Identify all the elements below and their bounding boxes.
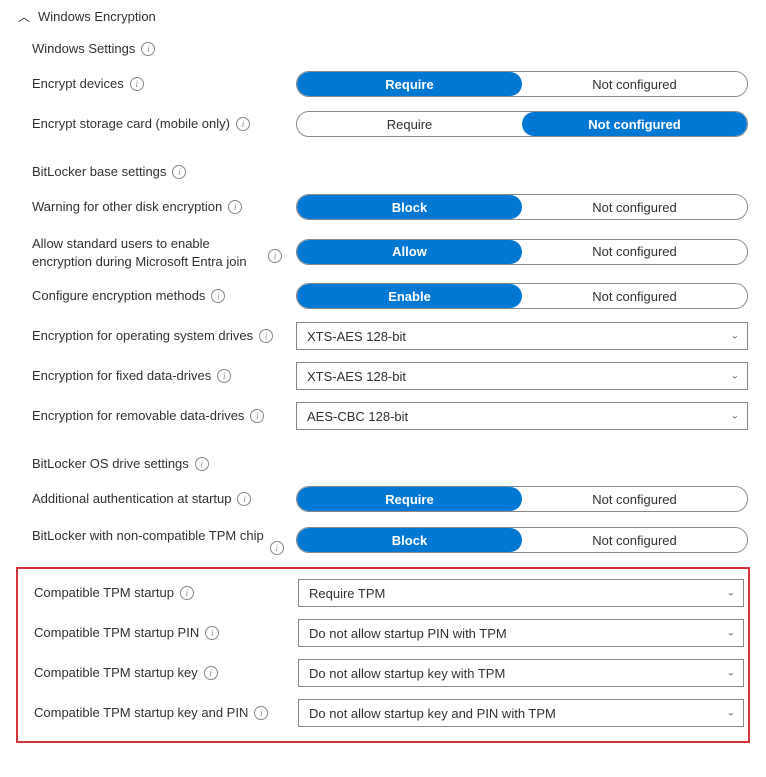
toggle-opt-not-configured[interactable]: Not configured (522, 487, 747, 511)
toggle-opt-require[interactable]: Require (297, 72, 522, 96)
label: Warning for other disk encryption (32, 198, 222, 216)
info-icon[interactable]: i (141, 42, 155, 56)
row-tpm-pin: Compatible TPM startup PIN i Do not allo… (34, 619, 744, 647)
info-icon[interactable]: i (228, 200, 242, 214)
label: Configure encryption methods (32, 287, 205, 305)
toggle-encrypt-storage[interactable]: Require Not configured (296, 111, 748, 137)
label: Compatible TPM startup key and PIN (34, 704, 248, 722)
chevron-down-icon: ⌄ (727, 708, 735, 719)
row-config-methods: Configure encryption methods i Enable No… (32, 282, 748, 310)
row-addl-auth: Additional authentication at startup i R… (32, 485, 748, 513)
info-icon[interactable]: i (250, 409, 264, 423)
info-icon[interactable]: i (270, 541, 284, 555)
chevron-down-icon: ⌄ (727, 628, 735, 639)
toggle-opt-allow[interactable]: Allow (297, 240, 522, 264)
toggle-opt-not-configured[interactable]: Not configured (522, 72, 747, 96)
info-icon[interactable]: i (205, 626, 219, 640)
subheader-os-drive: BitLocker OS drive settings i (32, 456, 748, 471)
toggle-encrypt-devices[interactable]: Require Not configured (296, 71, 748, 97)
row-encrypt-devices: Encrypt devices i Require Not configured (32, 70, 748, 98)
chevron-down-icon: ⌄ (727, 588, 735, 599)
section-header[interactable]: ︿ Windows Encryption (18, 8, 748, 25)
dropdown-enc-fixed[interactable]: XTS-AES 128-bit ⌄ (296, 362, 748, 390)
info-icon[interactable]: i (236, 117, 250, 131)
info-icon[interactable]: i (259, 329, 273, 343)
dropdown-value: XTS-AES 128-bit (307, 369, 406, 384)
dropdown-value: Do not allow startup key and PIN with TP… (309, 706, 556, 721)
chevron-up-icon: ︿ (18, 8, 30, 25)
chevron-down-icon: ⌄ (731, 371, 739, 382)
toggle-opt-not-configured[interactable]: Not configured (522, 528, 747, 552)
row-enc-fixed: Encryption for fixed data-drives i XTS-A… (32, 362, 748, 390)
dropdown-value: Do not allow startup key with TPM (309, 666, 505, 681)
row-tpm-key-pin: Compatible TPM startup key and PIN i Do … (34, 699, 744, 727)
toggle-opt-require[interactable]: Require (297, 112, 522, 136)
toggle-opt-enable[interactable]: Enable (297, 284, 522, 308)
toggle-opt-block[interactable]: Block (297, 528, 522, 552)
dropdown-tpm-key-pin[interactable]: Do not allow startup key and PIN with TP… (298, 699, 744, 727)
subheader-label: BitLocker OS drive settings (32, 456, 189, 471)
row-enc-os: Encryption for operating system drives i… (32, 322, 748, 350)
toggle-opt-not-configured[interactable]: Not configured (522, 195, 747, 219)
dropdown-tpm-pin[interactable]: Do not allow startup PIN with TPM ⌄ (298, 619, 744, 647)
label: Compatible TPM startup PIN (34, 624, 199, 642)
label: Additional authentication at startup (32, 490, 231, 508)
dropdown-value: Do not allow startup PIN with TPM (309, 626, 507, 641)
toggle-addl-auth[interactable]: Require Not configured (296, 486, 748, 512)
chevron-down-icon: ⌄ (731, 331, 739, 342)
chevron-down-icon: ⌄ (731, 411, 739, 422)
dropdown-enc-os[interactable]: XTS-AES 128-bit ⌄ (296, 322, 748, 350)
label: Encryption for fixed data-drives (32, 367, 211, 385)
chevron-down-icon: ⌄ (727, 668, 735, 679)
label: Compatible TPM startup key (34, 664, 198, 682)
info-icon[interactable]: i (172, 165, 186, 179)
subheader-label: BitLocker base settings (32, 164, 166, 179)
label: BitLocker with non-compatible TPM chip (32, 525, 264, 545)
label: Allow standard users to enable encryptio… (32, 233, 262, 270)
row-encrypt-storage: Encrypt storage card (mobile only) i Req… (32, 110, 748, 138)
row-allow-std: Allow standard users to enable encryptio… (32, 233, 748, 270)
label: Compatible TPM startup (34, 584, 174, 602)
info-icon[interactable]: i (204, 666, 218, 680)
toggle-non-compat-tpm[interactable]: Block Not configured (296, 527, 748, 553)
row-tpm-key: Compatible TPM startup key i Do not allo… (34, 659, 744, 687)
row-enc-removable: Encryption for removable data-drives i A… (32, 402, 748, 430)
info-icon[interactable]: i (217, 369, 231, 383)
dropdown-value: Require TPM (309, 586, 385, 601)
info-icon[interactable]: i (180, 586, 194, 600)
row-warning: Warning for other disk encryption i Bloc… (32, 193, 748, 221)
label: Encrypt devices (32, 75, 124, 93)
toggle-warning[interactable]: Block Not configured (296, 194, 748, 220)
subheader-label: Windows Settings (32, 41, 135, 56)
label: Encryption for operating system drives (32, 327, 253, 345)
info-icon[interactable]: i (195, 457, 209, 471)
row-non-compat-tpm: BitLocker with non-compatible TPM chip i… (32, 525, 748, 555)
subheader-windows-settings: Windows Settings i (32, 41, 748, 56)
info-icon[interactable]: i (211, 289, 225, 303)
dropdown-enc-removable[interactable]: AES-CBC 128-bit ⌄ (296, 402, 748, 430)
info-icon[interactable]: i (268, 249, 282, 263)
subheader-base-settings: BitLocker base settings i (32, 164, 748, 179)
row-tpm-startup: Compatible TPM startup i Require TPM ⌄ (34, 579, 744, 607)
info-icon[interactable]: i (237, 492, 251, 506)
dropdown-tpm-startup[interactable]: Require TPM ⌄ (298, 579, 744, 607)
toggle-opt-not-configured[interactable]: Not configured (522, 112, 747, 136)
dropdown-value: AES-CBC 128-bit (307, 409, 408, 424)
label: Encrypt storage card (mobile only) (32, 115, 230, 133)
info-icon[interactable]: i (130, 77, 144, 91)
dropdown-value: XTS-AES 128-bit (307, 329, 406, 344)
toggle-allow-std[interactable]: Allow Not configured (296, 239, 748, 265)
toggle-config-methods[interactable]: Enable Not configured (296, 283, 748, 309)
toggle-opt-require[interactable]: Require (297, 487, 522, 511)
label: Encryption for removable data-drives (32, 407, 244, 425)
dropdown-tpm-key[interactable]: Do not allow startup key with TPM ⌄ (298, 659, 744, 687)
toggle-opt-block[interactable]: Block (297, 195, 522, 219)
info-icon[interactable]: i (254, 706, 268, 720)
highlight-box: Compatible TPM startup i Require TPM ⌄ C… (16, 567, 750, 743)
section-title: Windows Encryption (38, 9, 156, 24)
toggle-opt-not-configured[interactable]: Not configured (522, 284, 747, 308)
toggle-opt-not-configured[interactable]: Not configured (522, 240, 747, 264)
